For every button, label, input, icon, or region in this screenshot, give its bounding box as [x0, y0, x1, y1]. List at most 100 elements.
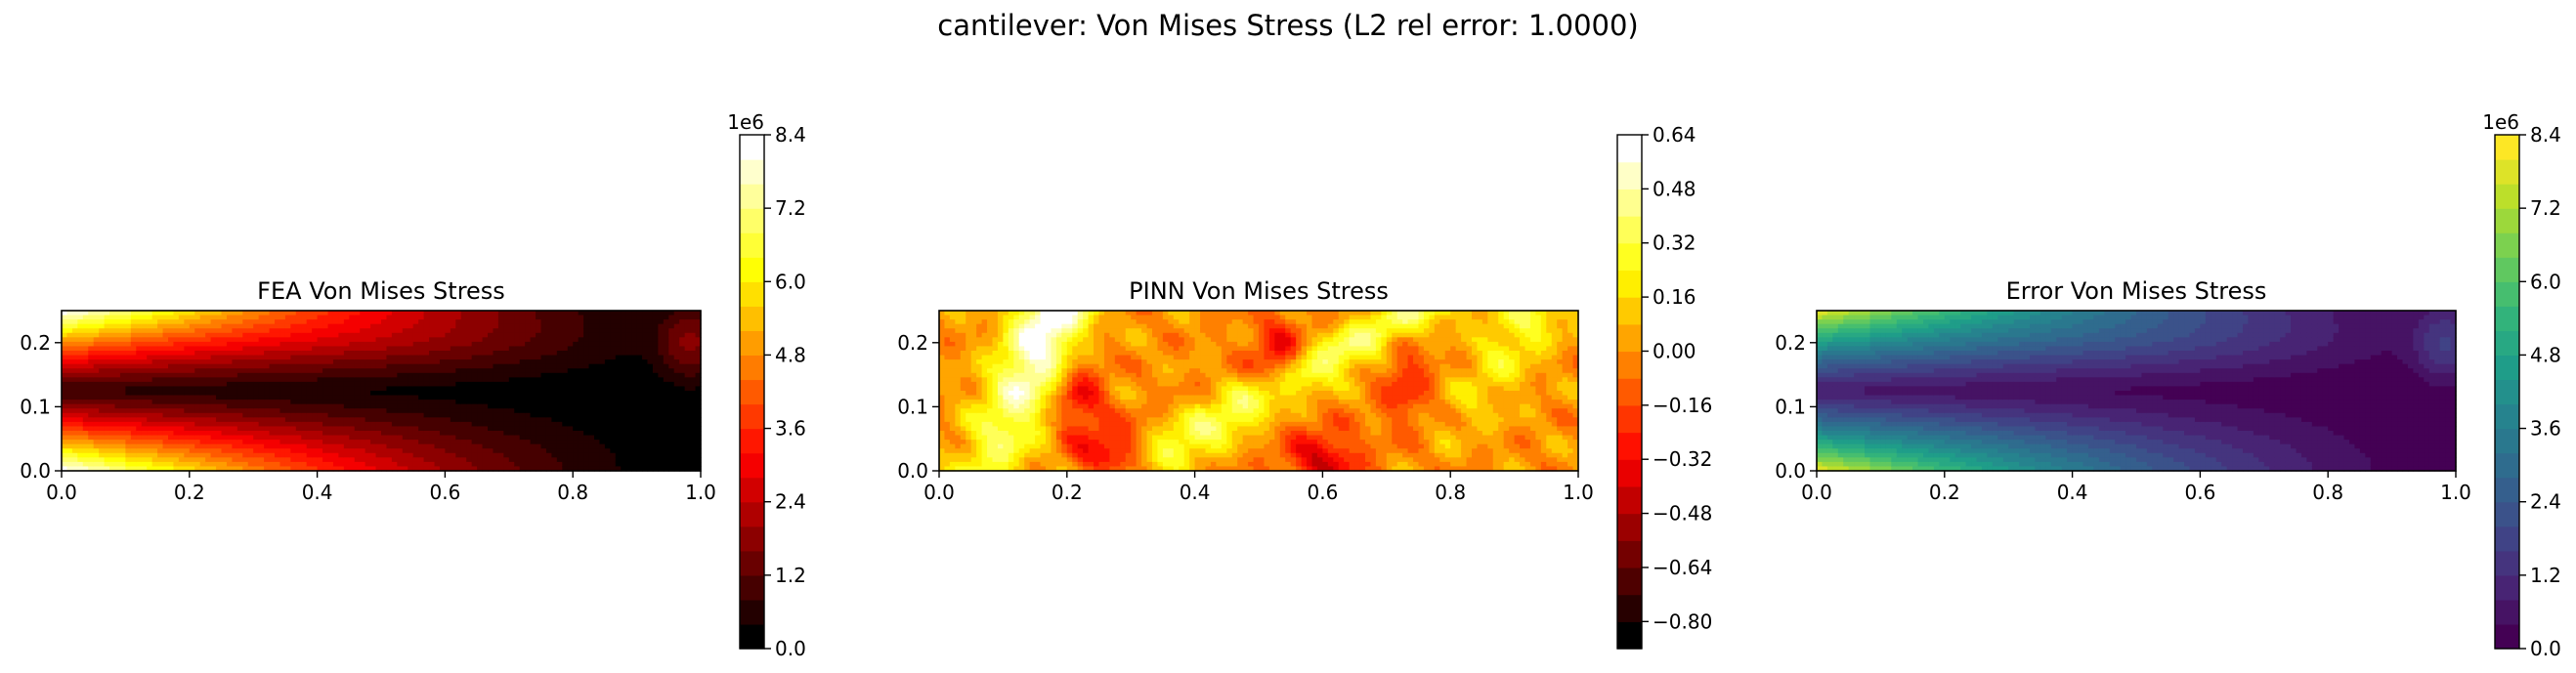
contour-cell — [429, 372, 436, 378]
contour-cell — [360, 461, 366, 468]
contour-cell — [216, 359, 223, 365]
contour-cell — [997, 400, 1004, 405]
contour-cell — [312, 377, 319, 383]
contour-cell — [960, 377, 966, 383]
contour-cell — [295, 311, 302, 316]
contour-cell — [642, 421, 649, 428]
contour-cell — [232, 461, 238, 468]
contour-cell — [162, 341, 169, 348]
contour-cell — [992, 448, 999, 454]
contour-cell — [295, 351, 302, 357]
contour-cell — [445, 341, 451, 348]
contour-cell — [236, 319, 243, 325]
contour-cell — [955, 412, 962, 418]
contour-cell — [599, 448, 606, 454]
contour-cell — [221, 311, 228, 316]
contour-cell — [482, 315, 489, 320]
contour-cell — [397, 421, 404, 428]
contour-cell — [147, 351, 153, 357]
contour-cell — [604, 337, 611, 343]
contour-cell — [109, 426, 116, 432]
contour-cell — [141, 403, 148, 409]
contour-cell — [488, 417, 494, 423]
contour-cell — [1024, 403, 1031, 409]
contour-cell — [71, 417, 78, 423]
contour-cell — [493, 328, 499, 334]
contour-cell — [482, 381, 489, 388]
contour-cell — [588, 323, 595, 329]
contour-cell — [525, 351, 532, 357]
contour-cell — [178, 381, 185, 388]
contour-cell — [976, 363, 983, 369]
contour-cell — [625, 408, 632, 414]
contour-cell — [466, 391, 473, 397]
contour-cell — [460, 412, 467, 418]
contour-cell — [621, 403, 627, 409]
contour-cell — [944, 435, 951, 441]
contour-cell — [119, 408, 126, 414]
contour-cell — [77, 452, 84, 458]
contour-cell — [194, 400, 201, 405]
contour-cell — [1013, 386, 1020, 392]
contour-cell — [503, 431, 510, 437]
contour-cell — [125, 403, 132, 409]
contour-cell — [104, 440, 110, 445]
contour-cell — [673, 435, 680, 441]
contour-cell — [397, 377, 404, 383]
contour-cell — [295, 403, 302, 409]
contour-cell — [631, 341, 638, 348]
contour-cell — [949, 443, 956, 449]
contour-cell — [1003, 440, 1009, 445]
contour-cell — [545, 328, 552, 334]
contour-cell — [636, 351, 643, 357]
contour-cell — [312, 337, 319, 343]
contour-cell — [966, 408, 972, 414]
contour-cell — [194, 408, 201, 414]
contour-cell — [450, 391, 456, 397]
contour-cell — [279, 412, 286, 418]
contour-cell — [556, 351, 563, 357]
contour-cell — [184, 323, 191, 329]
contour-cell — [147, 311, 153, 316]
contour-cell — [141, 351, 148, 357]
contour-cell — [1008, 337, 1014, 343]
contour-cell — [279, 408, 286, 414]
contour-cell — [162, 452, 169, 458]
contour-cell — [540, 351, 547, 357]
contour-cell — [66, 391, 73, 397]
contour-cell — [365, 359, 371, 365]
contour-cell — [275, 323, 281, 329]
contour-cell — [189, 448, 195, 454]
contour-cell — [594, 315, 601, 320]
contour-cell — [168, 363, 175, 369]
contour-cell — [658, 337, 665, 343]
contour-cell — [173, 386, 180, 392]
contour-cell — [625, 323, 632, 329]
contour-cell — [992, 368, 999, 374]
contour-cell — [412, 332, 419, 338]
contour-cell — [621, 323, 627, 329]
contour-cell — [423, 363, 430, 369]
contour-cell — [503, 408, 510, 414]
contour-cell — [530, 457, 537, 463]
contour-cell — [119, 395, 126, 400]
contour-cell — [493, 355, 499, 360]
contour-cell — [306, 426, 313, 432]
contour-cell — [525, 368, 532, 374]
contour-cell — [471, 421, 478, 428]
colorbar-band — [740, 281, 764, 307]
contour-cell — [551, 323, 558, 329]
contour-cell — [253, 461, 260, 468]
contour-cell — [944, 315, 951, 320]
contour-cell — [62, 466, 68, 472]
contour-cell — [184, 457, 191, 463]
contour-cell — [429, 412, 436, 418]
contour-cell — [545, 311, 552, 316]
contour-cell — [205, 337, 212, 343]
contour-cell — [599, 323, 606, 329]
contour-cell — [82, 400, 89, 405]
contour-cell — [114, 346, 121, 352]
contour-cell — [327, 355, 334, 360]
contour-cell — [253, 359, 260, 365]
contour-cell — [242, 323, 249, 329]
